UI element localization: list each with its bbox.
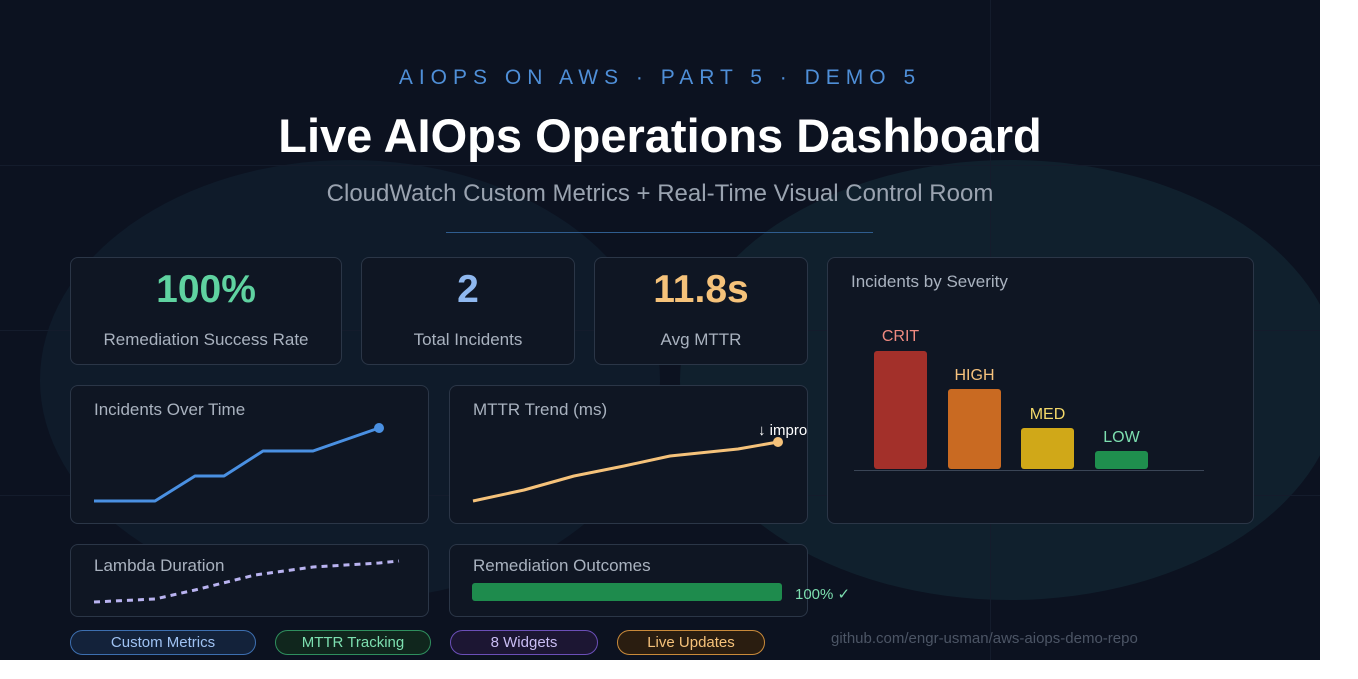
incidents-series-line xyxy=(94,426,380,503)
stat-card-avg-mttr: 11.8s Avg MTTR xyxy=(594,257,808,365)
outcome-bar-track xyxy=(472,583,782,601)
severity-bar-low xyxy=(1095,451,1148,469)
mttr-series-line xyxy=(472,440,779,503)
repo-link[interactable]: github.com/engr-usman/aws-aiops-demo-rep… xyxy=(831,630,1138,647)
severity-bar-med xyxy=(1021,428,1074,469)
widget-title: Lambda Duration xyxy=(94,556,225,575)
stat-value: 11.8s xyxy=(653,268,749,311)
outcome-percent-label: 100% ✓ xyxy=(795,586,851,603)
widget-remediation-outcomes: Remediation Outcomes xyxy=(449,544,808,617)
tag-live-updates: Live Updates xyxy=(617,630,765,655)
stat-value: 2 xyxy=(457,268,479,311)
outcome-bar-fill xyxy=(472,583,782,601)
widget-lambda-duration: Lambda Duration xyxy=(70,544,429,617)
incidents-latest-point xyxy=(374,423,384,433)
page-subtitle: CloudWatch Custom Metrics + Real-Time Vi… xyxy=(326,180,994,207)
severity-label-crit: CRIT xyxy=(881,328,920,345)
stat-card-total-incidents: 2 Total Incidents xyxy=(361,257,575,365)
severity-label-med: MED xyxy=(1029,406,1066,423)
background-glow-left xyxy=(40,160,660,600)
tag-mttr-tracking: MTTR Tracking xyxy=(275,630,431,655)
mttr-line-chart xyxy=(472,437,783,503)
series-eyebrow: AIOPS ON AWS · PART 5 · DEMO 5 xyxy=(398,66,922,89)
stat-label: Total Incidents xyxy=(413,330,523,349)
page-title: Live AIOps Operations Dashboard xyxy=(278,109,1042,162)
title-divider xyxy=(446,232,873,233)
widget-mttr-trend: MTTR Trend (ms) ↓ improving xyxy=(449,385,808,524)
severity-baseline xyxy=(854,470,1204,471)
mttr-latest-point xyxy=(773,437,783,447)
widget-title: Incidents Over Time xyxy=(94,400,246,419)
widget-incidents-by-severity: Incidents by Severity CRIT HIGH MED LOW xyxy=(827,257,1254,524)
stat-value: 100% xyxy=(156,268,256,311)
tag-custom-metrics: Custom Metrics xyxy=(70,630,256,655)
stat-label: Avg MTTR xyxy=(660,330,742,349)
grid-line xyxy=(0,165,1320,166)
severity-bar-crit xyxy=(874,351,927,469)
mttr-trend-annotation: ↓ improving xyxy=(758,422,808,439)
tag-widgets: 8 Widgets xyxy=(450,630,598,655)
severity-label-low: LOW xyxy=(1103,429,1140,446)
widget-title: Remediation Outcomes xyxy=(473,556,651,575)
widget-incidents-over-time: Incidents Over Time xyxy=(70,385,429,524)
dashboard-slide: AIOPS ON AWS · PART 5 · DEMO 5 Live AIOp… xyxy=(0,0,1320,660)
lambda-duration-chart xyxy=(93,559,400,604)
stat-card-success-rate: 100% Remediation Success Rate xyxy=(70,257,342,365)
widget-title: MTTR Trend (ms) xyxy=(473,400,608,419)
stat-label: Remediation Success Rate xyxy=(103,330,309,349)
lambda-duration-line xyxy=(93,559,400,604)
severity-bar-high xyxy=(948,389,1001,469)
incidents-line-chart xyxy=(94,423,384,503)
severity-label-high: HIGH xyxy=(954,367,995,384)
widget-title: Incidents by Severity xyxy=(851,272,1008,291)
